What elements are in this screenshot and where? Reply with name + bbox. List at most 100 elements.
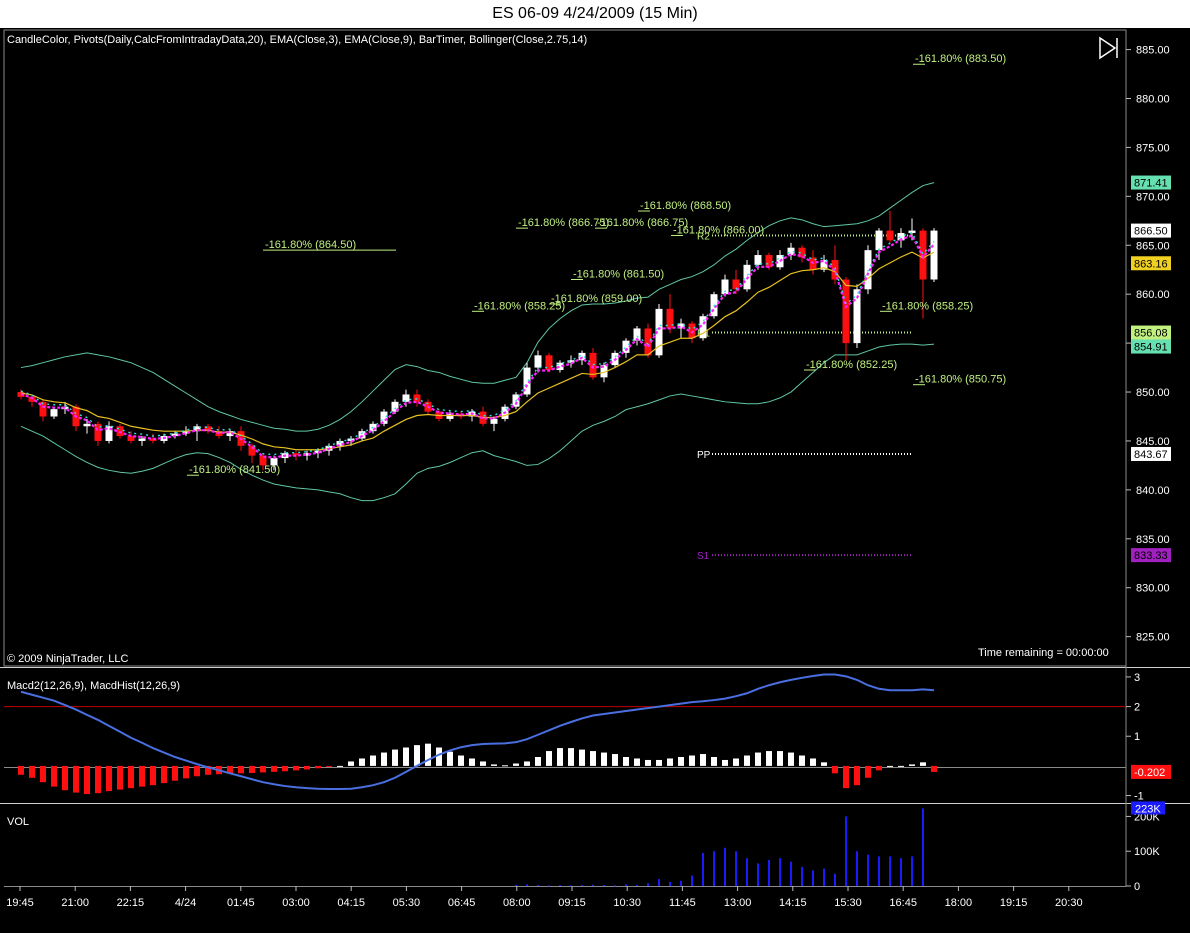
ema-3-line-cyan	[20, 231, 935, 456]
candle-body	[820, 259, 828, 270]
volume-bar	[856, 851, 858, 886]
macd-hist-bar	[337, 765, 343, 767]
macd-hist-bar	[744, 755, 750, 766]
candle-body	[930, 230, 938, 280]
macd-plot: 3 2 1 -1 -0.202	[4, 672, 1171, 803]
candle-body	[138, 438, 146, 441]
macd-hist-bar	[601, 752, 607, 766]
price-tick-label: 850.00	[1136, 387, 1170, 399]
candle-body	[94, 423, 102, 441]
price-tick-label: 845.00	[1136, 436, 1170, 448]
time-tick-label: 15:30	[834, 897, 862, 909]
macd-hist-bar	[282, 765, 288, 772]
macd-hist-bar	[260, 765, 266, 773]
price-tag-label: 854.91	[1134, 342, 1168, 354]
fib-level-label: -161.80% (850.75)	[915, 374, 1006, 386]
volume-bar	[878, 856, 880, 886]
volume-bar	[922, 808, 924, 886]
candle-body	[292, 453, 300, 456]
macd-hist-bar	[920, 762, 926, 766]
volume-bar	[867, 854, 869, 886]
chart-canvas[interactable]: CandleColor, Pivots(Daily,CalcFromIntrad…	[0, 28, 1190, 933]
fib-level-label: -161.80% (866.75)	[597, 217, 688, 229]
price-panel-frame	[3, 29, 1127, 667]
candle-body	[50, 409, 58, 417]
macd-hist-bar	[392, 749, 398, 766]
macd-tick-label: 1	[1134, 731, 1140, 743]
volume-bar	[581, 884, 583, 886]
price-tick-label: 860.00	[1136, 289, 1170, 301]
ema-lines	[20, 231, 935, 459]
macd-hist-bar	[469, 758, 475, 766]
volume-bar	[592, 884, 594, 886]
fib-level-label: -161.80% (868.50)	[640, 200, 731, 212]
pivot-label-s1: S1	[697, 551, 710, 562]
candle-body	[765, 255, 773, 268]
macd-hist-bar	[304, 765, 310, 770]
indicators-label: CandleColor, Pivots(Daily,CalcFromIntrad…	[7, 34, 587, 46]
candle-body	[655, 308, 663, 356]
candlesticks	[17, 211, 938, 471]
macd-hist-bar	[590, 751, 596, 766]
window-title: ES 06-09 4/24/2009 (15 Min)	[0, 0, 1190, 28]
candle-body	[666, 308, 674, 329]
price-tag-box	[1131, 256, 1171, 271]
macd-hist-bar	[62, 765, 68, 791]
macd-hist-bar	[502, 765, 508, 767]
volume-bar	[625, 884, 627, 886]
candle-body	[204, 426, 212, 432]
macd-hist-bar	[568, 748, 574, 766]
fib-level-label: -161.80% (859.00)	[551, 293, 642, 305]
time-tick-label: 4/24	[175, 897, 196, 909]
time-tick-label: 06:45	[448, 897, 476, 909]
scroll-to-end-button[interactable]	[1099, 36, 1118, 60]
price-tick-label: 825.00	[1136, 632, 1170, 644]
macd-hist-bar	[458, 755, 464, 766]
candle-body	[721, 279, 729, 295]
candle-body	[446, 414, 454, 419]
macd-hist-bar	[205, 765, 211, 775]
ema-3-line-magenta	[20, 234, 935, 459]
candle-body	[886, 230, 894, 241]
time-tick-label: 16:45	[889, 897, 917, 909]
pivot-label-r2: R2	[697, 231, 710, 242]
macd-hist-bar	[634, 758, 640, 766]
vol-value-tag: 223K	[1135, 803, 1161, 815]
volume-bar	[768, 859, 770, 886]
macd-hist-bar	[557, 748, 563, 766]
macd-hist-bar	[128, 765, 134, 789]
macd-hist-bar	[843, 765, 849, 789]
time-tick-label: 08:00	[503, 897, 531, 909]
volume-bar	[845, 816, 847, 886]
price-tick-label: 870.00	[1136, 191, 1170, 203]
price-tick-label: 830.00	[1136, 583, 1170, 595]
volume-bar	[647, 883, 649, 886]
volume-bar	[823, 868, 825, 886]
price-tick-label: 865.00	[1136, 240, 1170, 252]
pivot-label-pp: PP	[697, 450, 711, 461]
volume-bar	[834, 873, 836, 886]
macd-hist-bar	[656, 759, 662, 766]
price-tags: 871.41 866.50 863.16 856.08 854.91 843.67 833.…	[1131, 175, 1171, 563]
candle-body	[347, 438, 355, 441]
time-tick-label: 20:30	[1055, 897, 1083, 909]
macd-hist-bar	[293, 765, 299, 771]
fib-level-label: -161.80% (852.25)	[806, 359, 897, 371]
bollinger-lower-line	[20, 343, 935, 502]
volume-bar	[570, 885, 572, 887]
macd-hist-bar	[931, 765, 937, 772]
volume-bar	[603, 884, 605, 886]
macd-hist-bar	[788, 752, 794, 766]
candle-body	[303, 453, 311, 456]
macd-hist-bar	[425, 743, 431, 766]
macd-hist-bar	[645, 759, 651, 766]
time-axis: 19:45 21:00 22:15 4/24 01:45 03:00 04:15 05:30 0…	[6, 886, 1083, 909]
macd-hist-bar	[755, 752, 761, 766]
macd-hist-bar	[150, 765, 156, 786]
vol-panel-label: VOL	[7, 816, 29, 828]
macd-hist-bar	[172, 765, 178, 781]
candle-body	[39, 401, 47, 417]
fib-level-label: -161.80% (858.25)	[882, 300, 973, 312]
fib-level-label: -161.80% (841.50)	[189, 464, 280, 476]
